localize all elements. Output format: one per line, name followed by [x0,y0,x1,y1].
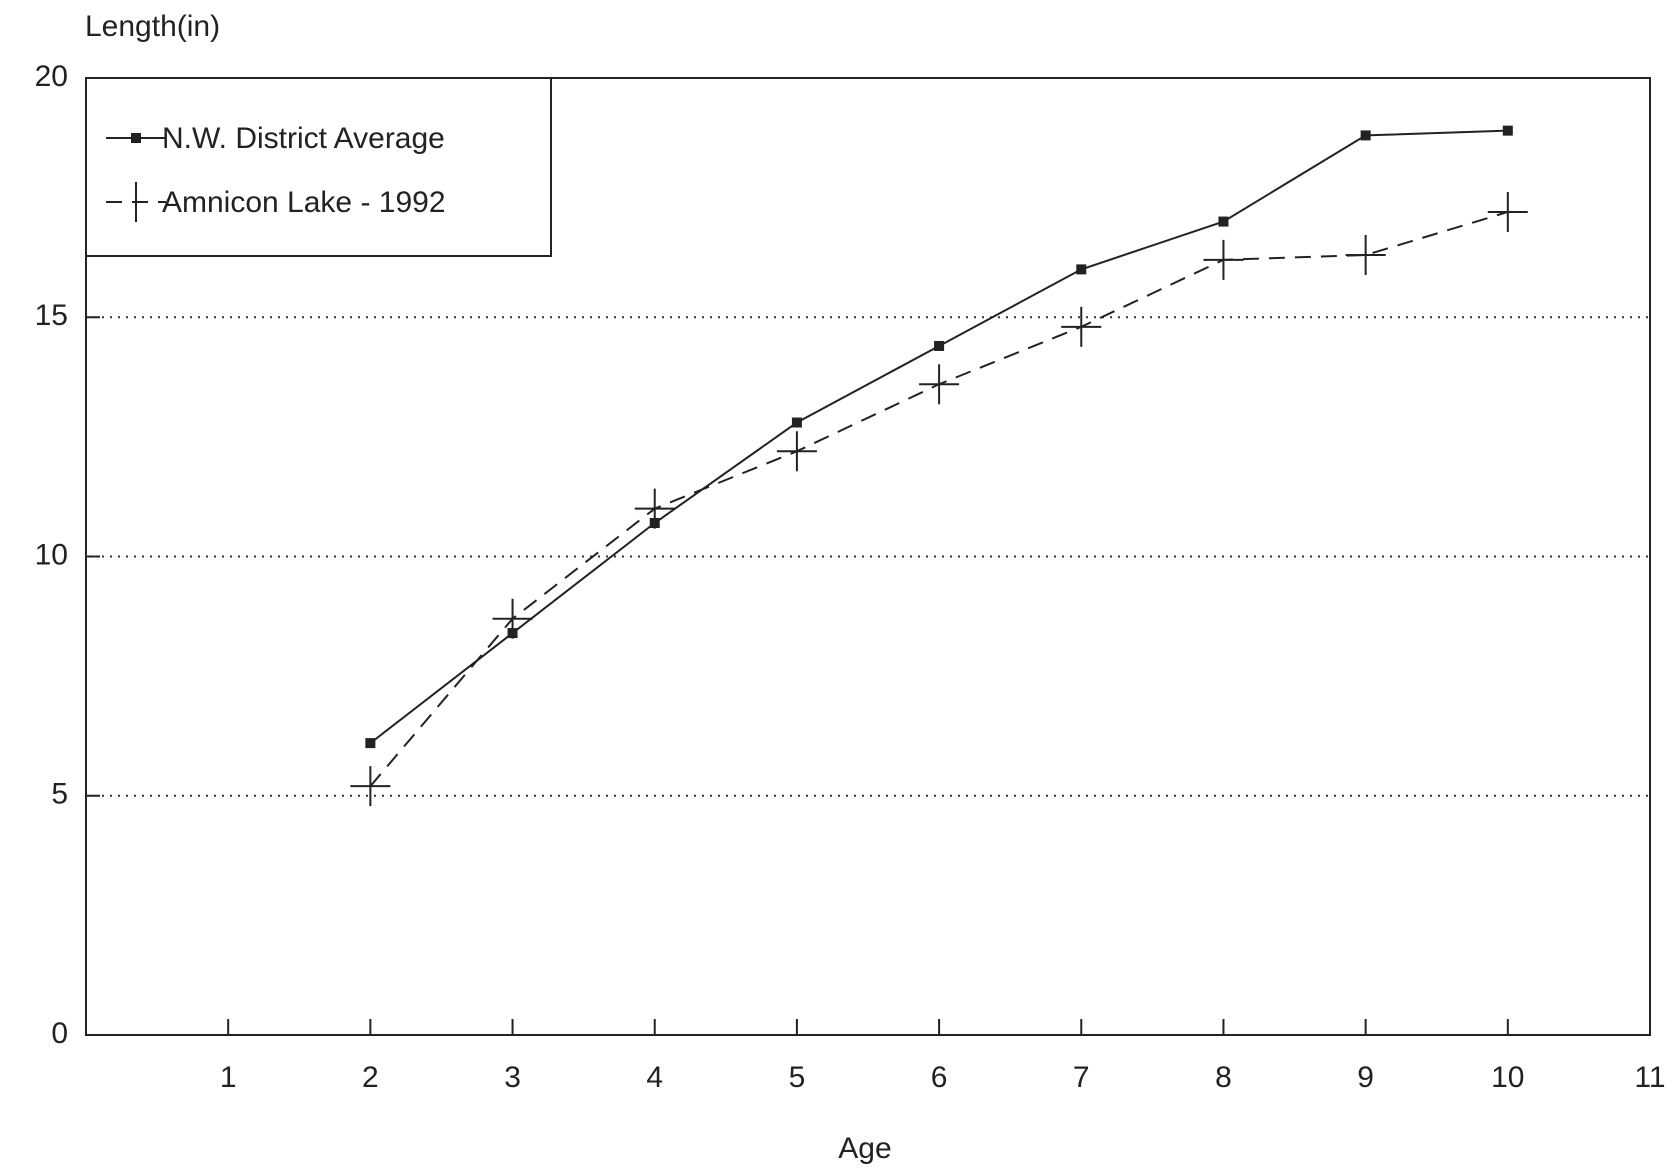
legend-marker [131,133,141,143]
x-tick-label: 1 [220,1061,237,1094]
point [1076,264,1087,275]
y-tick-label: 5 [51,778,68,811]
x-tick-label: 7 [1073,1061,1090,1094]
point [1345,235,1386,276]
y-tick-label: 15 [35,299,68,332]
point [634,488,675,529]
legend-label: Amnicon Lake - 1992 [162,186,446,219]
legend-label: N.W. District Average [162,122,445,155]
x-tick-label: 10 [1491,1061,1524,1094]
point [776,431,817,472]
y-axis-label: Length(in) [85,10,220,43]
point [791,417,802,428]
point [919,364,960,405]
series-line [369,211,1509,787]
point [365,738,376,749]
point [1502,125,1513,136]
y-tick-label: 20 [35,60,68,93]
x-tick-label: 3 [504,1061,521,1094]
x-tick-label: 11 [1634,1061,1665,1094]
legend-box [85,77,552,257]
point [492,598,533,639]
point [1218,216,1229,227]
x-tick-label: 8 [1215,1061,1232,1094]
point [934,340,945,351]
point [350,766,391,807]
x-tick-label: 6 [931,1061,948,1094]
x-axis-label: Age [838,1132,891,1165]
point [1203,239,1244,280]
x-tick-label: 9 [1357,1061,1374,1094]
y-tick-label: 10 [35,538,68,571]
x-tick-label: 2 [362,1061,379,1094]
y-tick-label: 0 [51,1017,68,1050]
x-tick-label: 4 [646,1061,663,1094]
point [1487,191,1528,232]
point [1360,130,1371,141]
x-tick-label: 5 [789,1061,806,1094]
point [1061,306,1102,347]
